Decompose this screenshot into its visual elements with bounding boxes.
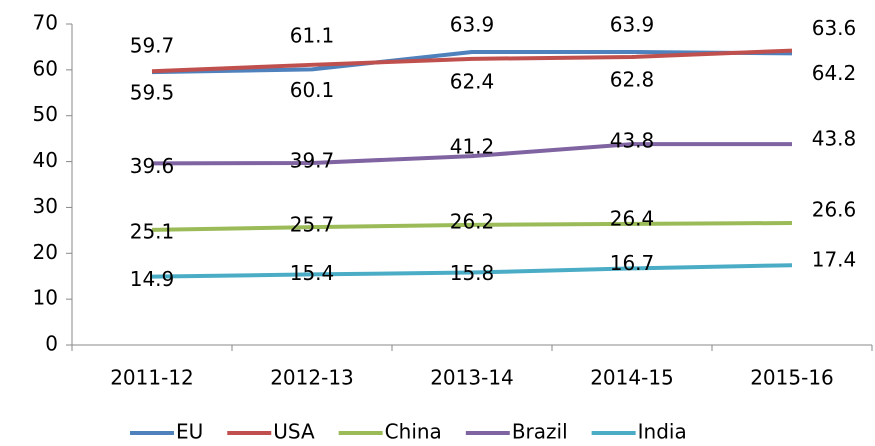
data-label: 15.8 bbox=[450, 261, 495, 285]
data-label: 26.4 bbox=[610, 206, 655, 230]
series-line bbox=[151, 221, 793, 232]
x-tick-label: 2014-15 bbox=[590, 366, 674, 390]
data-label: 59.7 bbox=[130, 34, 175, 58]
y-tick-label: 20 bbox=[33, 240, 58, 264]
data-label: 39.7 bbox=[290, 148, 335, 172]
y-tick-label: 10 bbox=[33, 286, 58, 310]
y-tick-label: 0 bbox=[45, 332, 58, 356]
data-label: 25.7 bbox=[290, 213, 335, 237]
y-tick-label: 60 bbox=[33, 56, 58, 80]
data-label: 41.2 bbox=[450, 135, 495, 159]
legend-label: Brazil bbox=[512, 420, 568, 443]
data-label: 59.5 bbox=[130, 81, 175, 105]
y-tick-label: 30 bbox=[33, 194, 58, 218]
series-line bbox=[151, 49, 793, 75]
series-line bbox=[151, 263, 793, 279]
data-label: 63.6 bbox=[812, 16, 857, 40]
data-label: 43.8 bbox=[610, 129, 655, 153]
data-label: 63.9 bbox=[610, 12, 655, 36]
data-label: 62.8 bbox=[610, 68, 655, 92]
x-tick-label: 2015-16 bbox=[750, 366, 834, 390]
legend-label: India bbox=[638, 420, 687, 443]
data-label: 14.9 bbox=[130, 267, 175, 291]
data-label: 60.1 bbox=[290, 78, 335, 102]
series-line bbox=[151, 142, 792, 166]
data-label: 63.9 bbox=[450, 12, 495, 36]
data-label: 26.2 bbox=[450, 209, 495, 233]
data-label: 39.6 bbox=[130, 154, 175, 178]
x-tick-label: 2012-13 bbox=[270, 366, 354, 390]
x-tick-label: 2011-12 bbox=[110, 366, 194, 390]
series-line bbox=[151, 48, 793, 74]
y-tick-label: 70 bbox=[33, 11, 58, 35]
data-label: 43.8 bbox=[812, 127, 857, 151]
data-label: 26.6 bbox=[812, 198, 857, 222]
legend-label: USA bbox=[273, 420, 315, 443]
data-label: 15.4 bbox=[290, 261, 335, 285]
legend-label: EU bbox=[176, 420, 203, 443]
y-tick-label: 40 bbox=[33, 148, 58, 172]
data-label: 16.7 bbox=[610, 251, 655, 275]
legend-label: China bbox=[385, 420, 442, 443]
data-label: 17.4 bbox=[812, 248, 857, 272]
x-tick-label: 2013-14 bbox=[430, 366, 514, 390]
data-label: 25.1 bbox=[130, 219, 175, 243]
y-tick-label: 50 bbox=[33, 102, 58, 126]
data-label: 62.4 bbox=[450, 69, 495, 93]
data-label: 61.1 bbox=[290, 23, 335, 47]
data-label: 64.2 bbox=[812, 61, 857, 85]
